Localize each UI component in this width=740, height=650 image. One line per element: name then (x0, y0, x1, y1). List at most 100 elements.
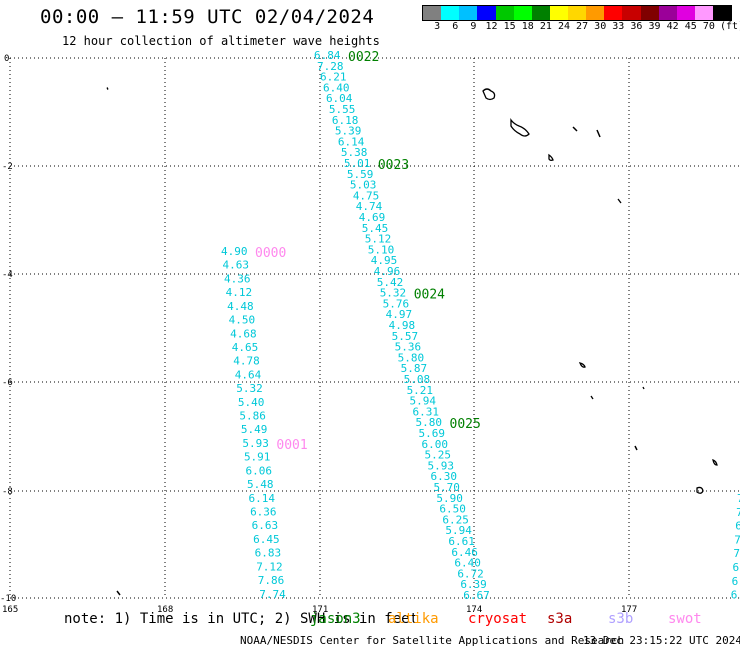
color-scale-label: 33 (612, 21, 625, 32)
wave-height-label: 7.8 (733, 547, 740, 560)
wave-height-label: 5.25 (424, 449, 451, 462)
satellite-legend-item: swot (668, 611, 702, 627)
wave-height-label: 6.00 (421, 438, 448, 451)
wave-height-label: 6.39 (460, 578, 487, 591)
island (572, 126, 578, 132)
wave-height-label: 5.93 (427, 459, 454, 472)
wave-height-label: 6.50 (439, 503, 466, 516)
color-swatch (586, 6, 605, 20)
island (712, 459, 718, 466)
color-scale-label: 15 (503, 21, 516, 32)
wave-height-label: 5.93 (242, 437, 268, 450)
wave-height-label: 5.45 (362, 222, 389, 235)
wave-height-label: 4.63 (223, 259, 250, 272)
wave-height-label: 6.14 (338, 135, 365, 148)
wave-height-label: 6.72 (457, 567, 484, 580)
satellite-legend-item: s3b (608, 611, 634, 627)
color-scale-label: 27 (576, 21, 589, 32)
wave-height-label: 5.12 (365, 233, 392, 246)
wave-height-label: 6.25 (442, 513, 469, 526)
island (510, 118, 530, 137)
wave-height-label: 4.69 (359, 211, 386, 224)
island (596, 129, 601, 138)
wave-height-label: 7.12 (256, 560, 283, 573)
wave-height-label: 4.36 (224, 272, 251, 285)
color-swatch (441, 6, 460, 20)
wave-height-label: 6.30 (430, 470, 457, 483)
color-swatch (568, 6, 587, 20)
wave-height-label: 5.87 (401, 362, 428, 375)
wave-height-label: 5.80 (398, 351, 425, 364)
wave-height-label: 4.12 (226, 286, 253, 299)
color-scale-label: 42 (666, 21, 679, 32)
wave-height-label: 4.96 (374, 265, 401, 278)
wave-height-label: 5.32 (380, 287, 407, 300)
color-scale-bar (422, 5, 732, 21)
color-scale-label: 12 (485, 21, 498, 32)
island (548, 153, 554, 161)
wave-height-label: 6.18 (332, 114, 359, 127)
wave-height-label: 6.63 (252, 519, 279, 532)
wave-height-label: 5.36 (395, 341, 422, 354)
altimeter-tracks: 6.847.286.216.406.045.556.185.396.145.38… (221, 49, 740, 602)
credit-text: NOAA/NESDIS Center for Satellite Applica… (240, 634, 625, 647)
wave-height-label: 6.46 (451, 546, 478, 559)
latitude-tick-label: -6 (2, 378, 13, 388)
wave-height-label: 6.36 (250, 505, 277, 518)
longitude-tick-label: 165 (2, 605, 18, 615)
color-swatch (640, 6, 659, 20)
wave-height-label: 5.21 (407, 384, 434, 397)
wave-height-label: 5.55 (329, 103, 356, 116)
color-swatch (604, 6, 623, 20)
pass-number-label: 0022 (348, 50, 379, 65)
color-swatch (423, 6, 442, 20)
latitude-tick-label: -10 (0, 594, 16, 604)
satellite-legend-item: cryosat (468, 611, 528, 627)
wave-height-label: 5.32 (236, 382, 262, 395)
color-scale-label: 21 (539, 21, 552, 32)
wave-height-label: 5.48 (247, 478, 274, 491)
color-scale-label: 70 (702, 21, 715, 32)
color-swatch (713, 6, 732, 20)
color-scale-label: 9 (470, 21, 477, 32)
wave-height-label: 6.6 (733, 561, 740, 574)
color-scale-label: 24 (557, 21, 570, 32)
wave-height-label: 4.98 (389, 319, 416, 332)
latitude-tick-label: -8 (2, 487, 13, 497)
latitude-tick-label: -4 (2, 270, 13, 280)
wave-height-label: 6.21 (320, 71, 347, 84)
wave-height-label: 5.90 (436, 492, 463, 505)
wave-height-label: 4.50 (229, 314, 256, 327)
satellite-legend-item: s3a (547, 611, 573, 627)
latitude-tick-label: 0 (4, 54, 9, 64)
wave-height-label: 5.08 (404, 373, 431, 386)
island (578, 362, 586, 368)
wave-height-label: 7 (737, 492, 740, 505)
color-scale-label: (ft) (720, 21, 740, 32)
wave-height-label: 4.97 (386, 308, 413, 321)
color-swatch (531, 6, 550, 20)
island (696, 486, 704, 494)
wave-height-label: 6.3 (732, 575, 740, 588)
longitude-tick-label: 177 (621, 605, 637, 615)
wave-height-label: 5.69 (419, 427, 446, 440)
color-swatch (622, 6, 641, 20)
map-title: 00:00 – 11:59 UTC 02/04/2024 (40, 6, 375, 28)
wave-height-label: 4.75 (353, 189, 380, 202)
wave-height-label: 5.91 (244, 451, 271, 464)
wave-height-label: 4.48 (227, 300, 254, 313)
wave-height-label: 6.67 (463, 589, 490, 602)
color-scale-label: 45 (684, 21, 697, 32)
wave-height-label: 5.94 (445, 524, 472, 537)
wave-height-label: 5.49 (241, 423, 268, 436)
color-swatch (495, 6, 514, 20)
note-text: note: 1) Time is in UTC; 2) SWH is in fe… (64, 611, 419, 627)
wave-height-label: 4.65 (232, 341, 259, 354)
wave-height-label: 5.39 (335, 125, 362, 138)
island (116, 590, 121, 596)
pass-number-label: 0025 (450, 417, 481, 432)
color-scale-label: 30 (594, 21, 607, 32)
wave-height-label: 5.80 (416, 416, 443, 429)
color-swatch (477, 6, 496, 20)
